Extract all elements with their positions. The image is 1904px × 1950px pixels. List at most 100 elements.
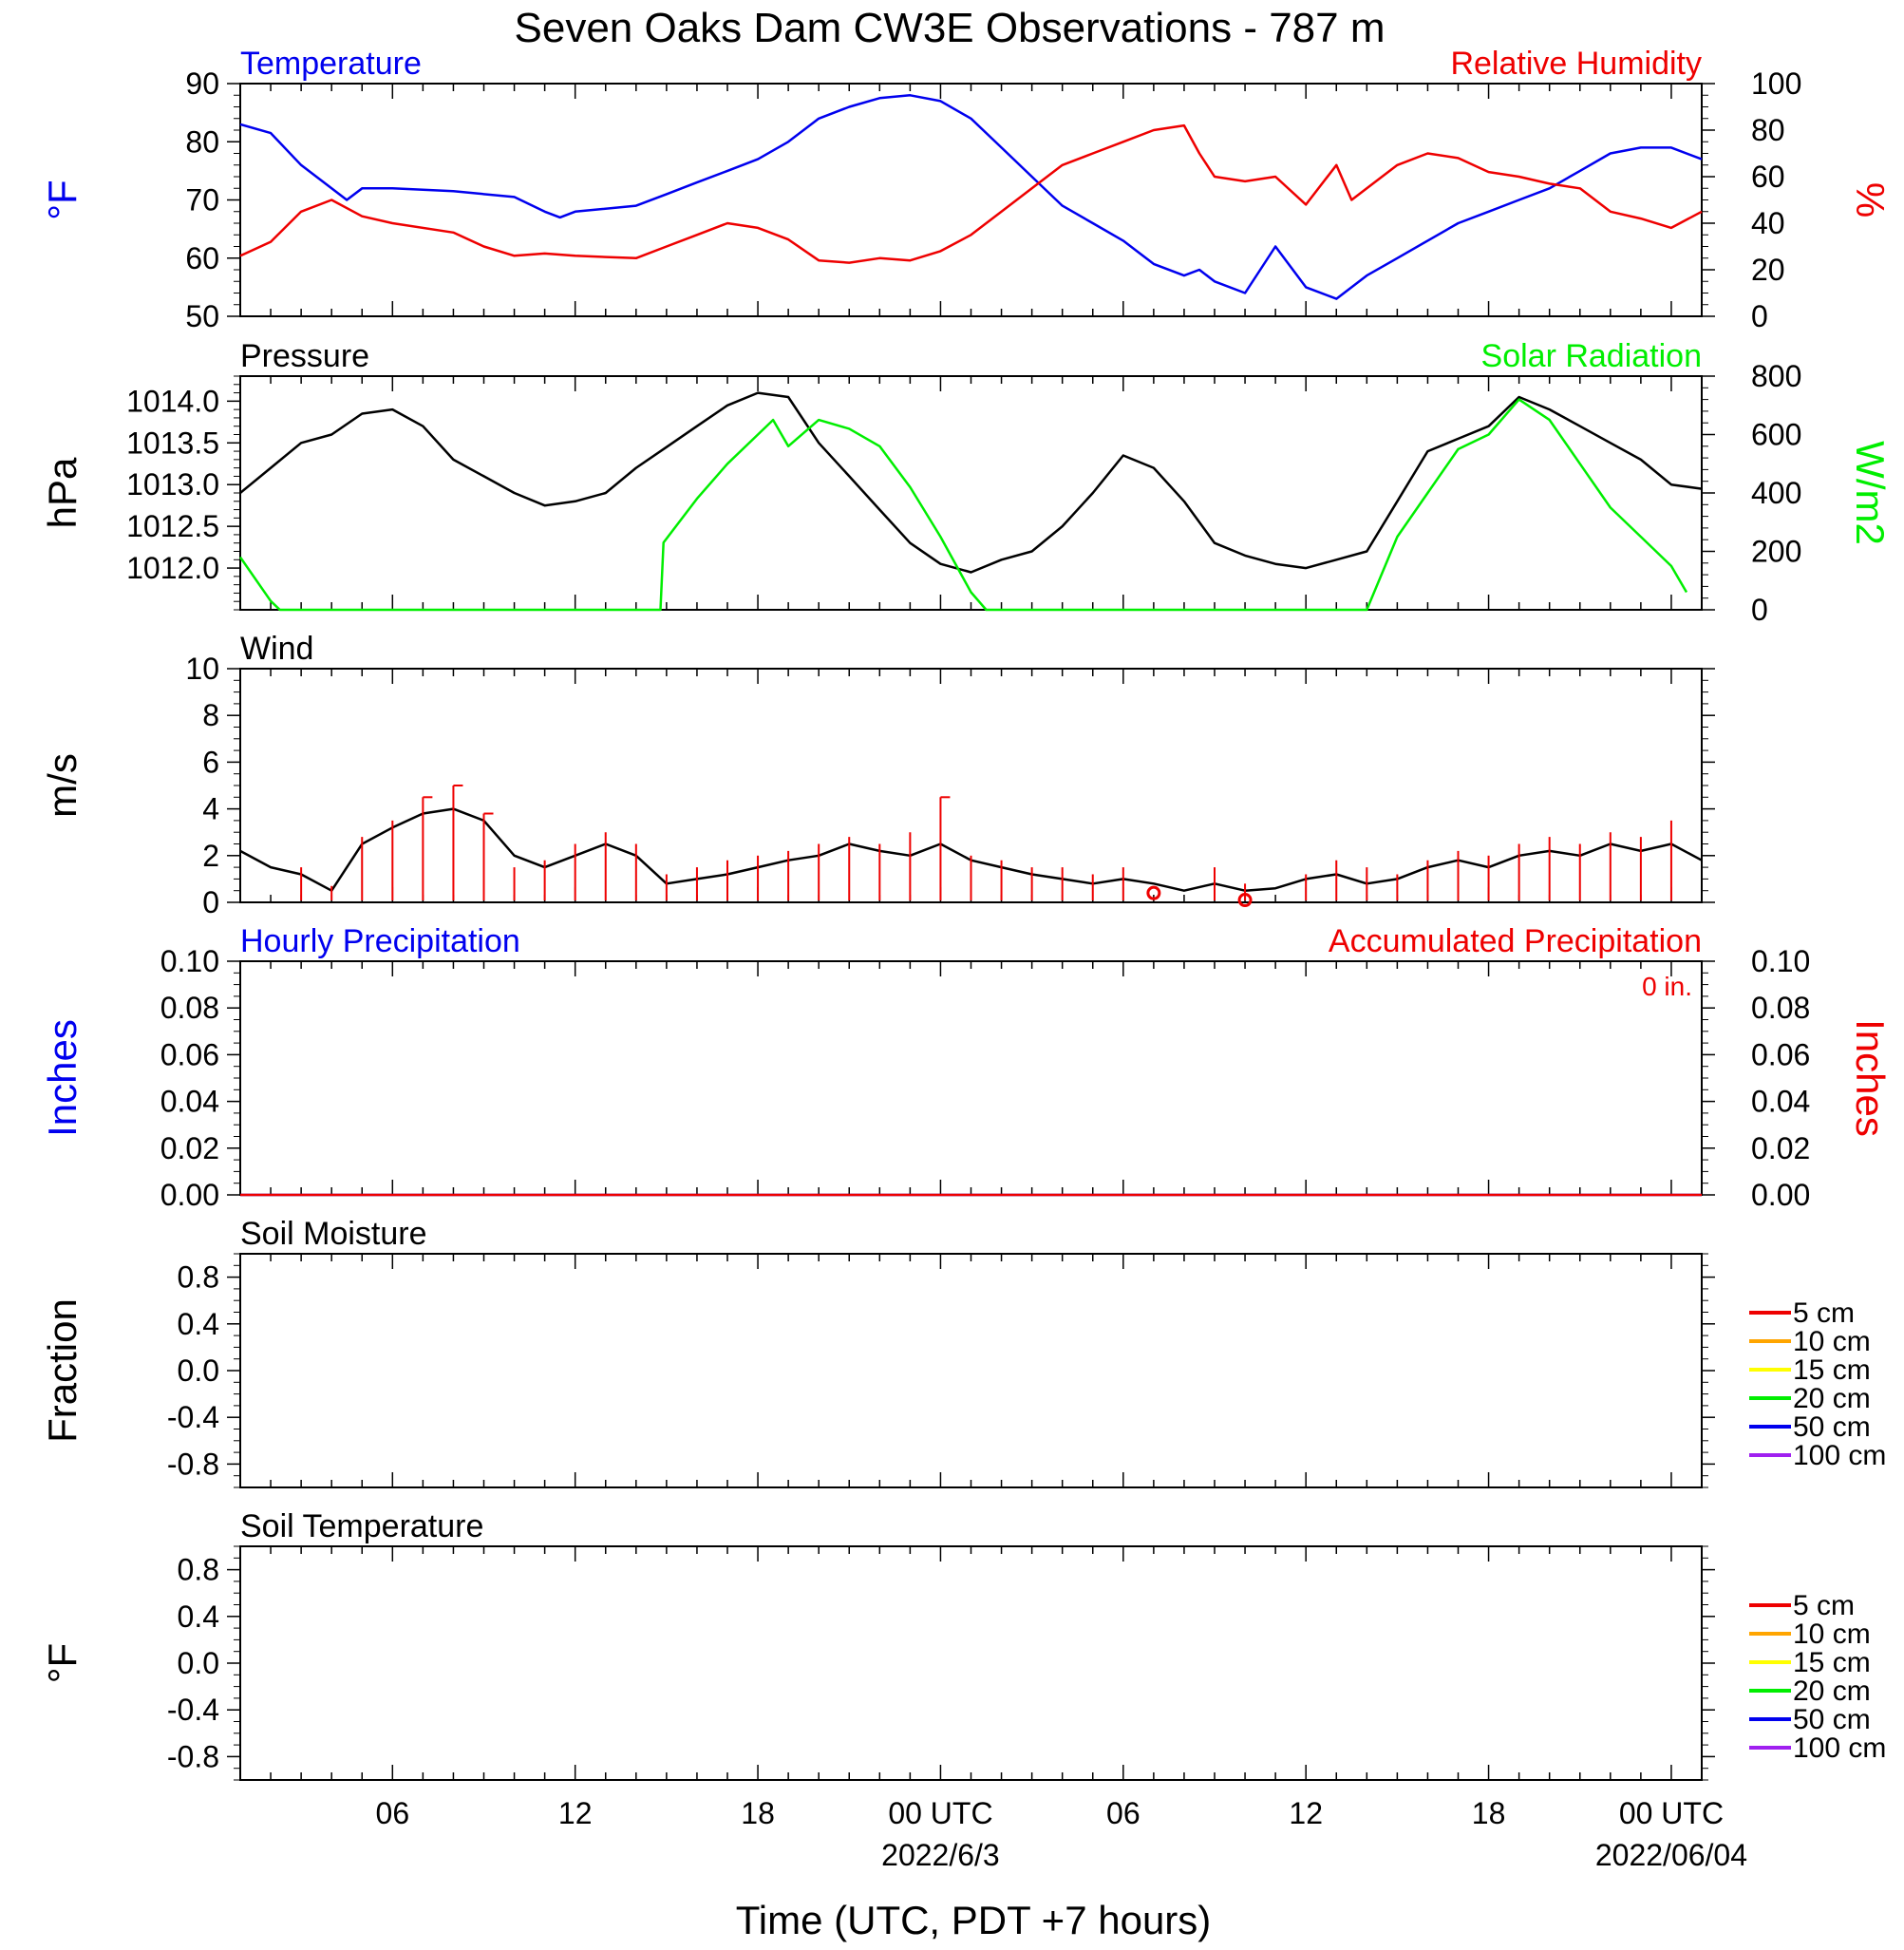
panel-frame (239, 1545, 1703, 1781)
panel-precipitation: 0.00 0.02 0.04 0.06 0.08 0.10 Hourly Precipita… (40, 923, 1893, 1212)
y-tick-label-right: 80 (1751, 113, 1785, 147)
series-line-0 (239, 94, 1703, 300)
panel-title-left: Soil Temperature (240, 1508, 483, 1544)
y-tick-label: -0.8 (167, 1447, 219, 1481)
y-axis-label-left: m/s (40, 753, 85, 818)
y-tick-label-right: 40 (1751, 206, 1785, 240)
y-tick-label: 0.08 (160, 991, 219, 1025)
y-tick-label: -0.8 (167, 1739, 219, 1773)
y-axis-label-left: °F (40, 180, 85, 219)
x-tick-label: 18 (1472, 1796, 1506, 1830)
time-axis: 06 12 18 00 UTC 06 12 18 00 UTC 2022/6/3 2022/06/… (376, 1796, 1748, 1872)
legend-label: 20 cm (1793, 1383, 1871, 1414)
legend-label: 20 cm (1793, 1675, 1871, 1707)
y-tick-label: -0.4 (167, 1400, 219, 1434)
y-tick-label: 0.0 (178, 1646, 219, 1680)
y-tick-label: 0.04 (160, 1085, 219, 1119)
y-tick-label-right: 0.06 (1751, 1037, 1810, 1071)
y-tick-label: 0.0 (178, 1354, 219, 1388)
y-tick-label: 0.02 (160, 1131, 219, 1165)
x-tick-label: 06 (1106, 1796, 1141, 1830)
y-axis-label-right: % (1848, 182, 1893, 218)
panel-title-right: Accumulated Precipitation (1329, 923, 1702, 959)
y-axis-label-left: Inches (40, 1019, 85, 1137)
y-tick-label: 0 (202, 885, 219, 919)
y-tick-label-right: 20 (1751, 253, 1785, 287)
x-tick-label: 06 (376, 1796, 410, 1830)
y-tick-label: 0.4 (178, 1307, 219, 1341)
x-date-label: 2022/06/04 (1595, 1838, 1747, 1872)
panel-frame (239, 1253, 1703, 1488)
y-tick-label: 0.10 (160, 944, 219, 978)
y-tick-label-right: 60 (1751, 160, 1785, 194)
y-tick-label-right: 0 (1751, 593, 1768, 627)
y-tick-label-right: 600 (1751, 418, 1801, 452)
series-line-1 (238, 398, 1688, 612)
panel-pressure-solar: 1012.0 1012.5 1013.0 1013.5 1014.0 Pressure hP… (40, 338, 1893, 627)
y-tick-label: 50 (185, 299, 219, 333)
y-axis-label-left: Fraction (40, 1298, 85, 1443)
y-tick-label-right: 0.10 (1751, 944, 1810, 978)
legend-label: 5 cm (1793, 1590, 1855, 1621)
x-tick-label: 18 (741, 1796, 775, 1830)
y-tick-label-right: 200 (1751, 535, 1801, 569)
y-tick-label: -0.4 (167, 1693, 219, 1727)
y-tick-label: 0.00 (160, 1178, 219, 1212)
chart-title: Seven Oaks Dam CW3E Observations - 787 m (515, 5, 1386, 51)
x-axis-title: Time (UTC, PDT +7 hours) (736, 1898, 1212, 1942)
panel-temperature-humidity: 50 60 70 80 90 Temperature °F 0 20 40 60 80 100 Relat… (40, 46, 1893, 333)
calm-wind-marker (1146, 885, 1161, 900)
panel-frame (239, 375, 1703, 611)
panel-title-right: Solar Radiation (1481, 338, 1702, 374)
y-tick-label: 10 (185, 652, 219, 686)
panel-soil-moisture: -0.8 -0.4 0.0 0.4 0.8 Soil Moisture Fraction 5 … (40, 1216, 1886, 1488)
legend-label: 50 cm (1793, 1411, 1871, 1443)
y-tick-label: 4 (202, 792, 219, 826)
legend-label: 100 cm (1793, 1732, 1886, 1764)
y-tick-label: 70 (185, 183, 219, 218)
y-tick-label: 0.8 (178, 1553, 219, 1587)
legend-label: 15 cm (1793, 1647, 1871, 1678)
legend-label: 15 cm (1793, 1354, 1871, 1386)
panel-title-left: Pressure (240, 338, 369, 374)
legend-label: 10 cm (1793, 1619, 1871, 1650)
y-tick-label: 60 (185, 241, 219, 275)
panel-title-left: Temperature (240, 46, 422, 82)
x-tick-label: 00 UTC (888, 1796, 992, 1830)
x-tick-label: 00 UTC (1619, 1796, 1724, 1830)
y-tick-label: 1012.5 (126, 509, 219, 543)
y-tick-label-right: 0.00 (1751, 1178, 1810, 1212)
y-axis-label-right: W/m2 (1848, 441, 1893, 545)
y-tick-label: 1012.0 (126, 551, 219, 585)
legend-label: 10 cm (1793, 1326, 1871, 1357)
panel-title-right: Relative Humidity (1450, 46, 1702, 82)
y-axis-label-left: °F (40, 1643, 85, 1683)
y-tick-label-right: 800 (1751, 359, 1801, 393)
x-date-label: 2022/6/3 (881, 1838, 1000, 1872)
y-tick-label: 1013.0 (126, 467, 219, 502)
chart-panels: 5060708090Temperature°F020406080100Relat… (40, 46, 1893, 1781)
y-tick-label: 0.8 (178, 1260, 219, 1295)
y-tick-label-right: 0.02 (1751, 1131, 1810, 1165)
panel-wind: 0 2 4 6 8 10 Wind m/s (40, 631, 1715, 919)
panel-frame (239, 960, 1703, 1196)
series-line-0 (239, 391, 1703, 574)
x-tick-label: 12 (558, 1796, 593, 1830)
y-tick-label-right: 0 (1751, 299, 1768, 333)
y-tick-label: 1013.5 (126, 426, 219, 460)
legend-label: 50 cm (1793, 1704, 1871, 1735)
y-tick-label: 8 (202, 698, 219, 732)
y-tick-label: 0.06 (160, 1037, 219, 1071)
y-tick-label-right: 0.04 (1751, 1085, 1810, 1119)
y-axis-label-right: Inches (1848, 1019, 1893, 1137)
x-tick-label: 12 (1289, 1796, 1323, 1830)
panel-title-left: Hourly Precipitation (240, 923, 520, 959)
y-tick-label: 6 (202, 745, 219, 779)
y-tick-label-right: 0.08 (1751, 991, 1810, 1025)
panel-title-left: Wind (240, 631, 313, 667)
y-tick-label: 1014.0 (126, 384, 219, 418)
legend-label: 5 cm (1793, 1297, 1855, 1329)
panel-title-left: Soil Moisture (240, 1216, 427, 1252)
